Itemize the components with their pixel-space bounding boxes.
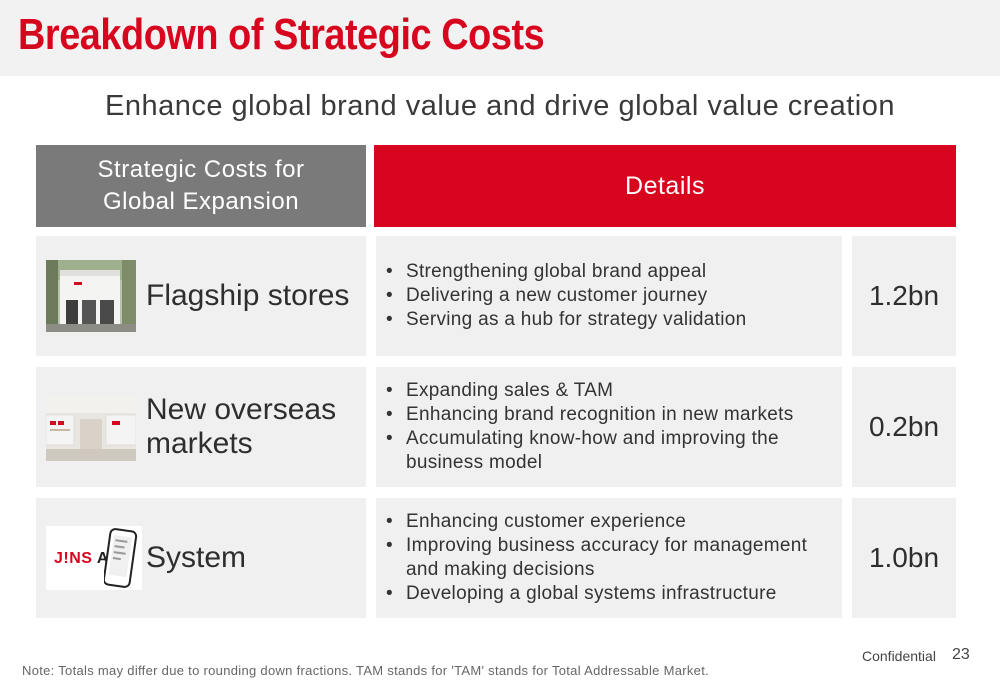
list-item: Strengthening global brand appeal — [386, 260, 832, 284]
row-system-amount: 1.0bn — [868, 542, 940, 573]
list-item: Delivering a new customer journey — [386, 284, 832, 308]
row-flagship-label: Flagship stores — [146, 279, 350, 312]
row-overseas-amount-cell: 0.2bn — [852, 367, 956, 487]
row-flagship-details: Strengthening global brand appeal Delive… — [376, 236, 842, 356]
row-system-details: Enhancing customer experience Improving … — [376, 498, 842, 618]
row-flagship-label-cell: Flagship stores — [36, 236, 366, 356]
row-flagship-amount-cell: 1.2bn — [852, 236, 956, 356]
page-subtitle: Enhance global brand value and drive glo… — [105, 90, 895, 122]
storefront-photo-icon — [46, 260, 136, 332]
row-overseas-label-line2: markets — [146, 427, 253, 460]
row-system-label: System — [146, 541, 247, 574]
list-item: Serving as a hub for strategy validation — [386, 308, 832, 332]
header-left-line1: Strategic Costs for — [97, 156, 305, 183]
page-number: 23 — [952, 646, 970, 663]
row-flagship-amount: 1.2bn — [868, 280, 940, 311]
list-item: Developing a global systems infrastructu… — [386, 582, 832, 606]
row-system-amount-cell: 1.0bn — [852, 498, 956, 618]
list-item: Enhancing brand recognition in new marke… — [386, 403, 832, 427]
row-overseas-label-line1: New overseas — [146, 393, 337, 426]
page-title: Breakdown of Strategic Costs — [18, 10, 545, 59]
list-item: Enhancing customer experience — [386, 510, 832, 534]
jins-app-phone-icon: J!NS A! — [46, 526, 142, 590]
row-overseas-details: Expanding sales & TAM Enhancing brand re… — [376, 367, 842, 487]
footnote: Note: Totals may differ due to rounding … — [22, 663, 710, 678]
row-overseas-amount: 0.2bn — [868, 411, 940, 442]
row-overseas-label-cell: New overseas markets — [36, 367, 366, 487]
list-item: Expanding sales & TAM — [386, 379, 832, 403]
list-item: Accumulating know-how and improving the … — [386, 427, 832, 475]
store-interior-photo-icon — [46, 397, 136, 461]
header-details: Details — [374, 145, 956, 227]
confidential-label: Confidential — [862, 648, 936, 664]
row-overseas-label: New overseas markets — [146, 367, 361, 487]
title-bar: Breakdown of Strategic Costs — [0, 0, 1000, 76]
list-item: Improving business accuracy for manageme… — [386, 534, 832, 582]
row-system-label-cell: J!NS A! System — [36, 498, 366, 618]
header-left-line2: Global Expansion — [102, 188, 300, 215]
header-strategic-costs: Strategic Costs for Global Expansion — [36, 145, 366, 227]
